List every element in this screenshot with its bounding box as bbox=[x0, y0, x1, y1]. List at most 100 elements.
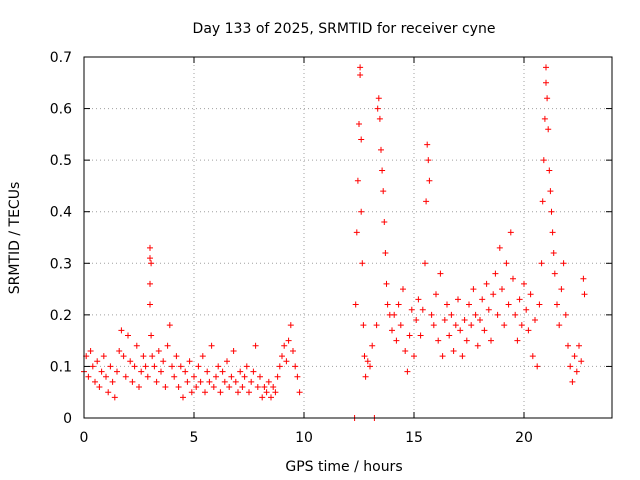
data-point bbox=[424, 141, 431, 148]
data-point bbox=[270, 384, 277, 391]
data-point bbox=[290, 347, 296, 354]
data-point bbox=[230, 347, 237, 354]
data-point bbox=[263, 389, 270, 396]
data-point bbox=[221, 378, 228, 385]
data-point bbox=[153, 378, 160, 385]
data-point bbox=[199, 353, 206, 360]
data-point bbox=[252, 342, 259, 349]
data-point bbox=[357, 72, 364, 79]
data-point bbox=[103, 373, 109, 380]
data-point bbox=[357, 64, 364, 71]
data-point bbox=[384, 301, 391, 308]
data-point bbox=[274, 373, 281, 380]
data-point bbox=[428, 311, 435, 318]
data-point bbox=[382, 249, 389, 256]
data-point bbox=[202, 389, 208, 396]
data-point bbox=[527, 291, 534, 298]
data-point bbox=[294, 373, 301, 380]
data-point bbox=[232, 378, 239, 385]
data-point bbox=[525, 327, 532, 334]
data-point bbox=[556, 322, 563, 329]
x-tick-label: 5 bbox=[190, 430, 199, 446]
y-tick-label: 0 bbox=[63, 411, 72, 427]
data-point bbox=[546, 167, 553, 174]
data-point bbox=[122, 373, 129, 380]
data-point bbox=[243, 363, 250, 370]
data-point bbox=[257, 373, 263, 380]
data-point bbox=[481, 327, 488, 334]
data-point bbox=[408, 306, 415, 313]
y-tick-label: 0.7 bbox=[50, 50, 72, 66]
data-point bbox=[361, 353, 368, 360]
data-point bbox=[177, 363, 184, 370]
data-point bbox=[197, 378, 204, 385]
x-axis-label: GPS time / hours bbox=[285, 459, 402, 475]
data-point bbox=[505, 301, 512, 308]
data-point bbox=[383, 280, 390, 287]
data-point bbox=[180, 394, 186, 401]
data-point bbox=[237, 368, 244, 375]
data-point bbox=[353, 229, 360, 236]
data-point bbox=[213, 373, 219, 380]
data-point bbox=[109, 378, 116, 385]
data-point bbox=[169, 363, 175, 370]
data-point bbox=[296, 389, 303, 396]
data-point bbox=[173, 353, 180, 360]
data-point bbox=[461, 317, 468, 324]
data-point bbox=[477, 317, 483, 324]
data-point bbox=[374, 105, 381, 112]
data-point bbox=[149, 353, 156, 360]
data-point bbox=[373, 322, 380, 329]
data-point bbox=[404, 368, 411, 375]
data-point bbox=[148, 260, 155, 267]
data-point bbox=[433, 291, 439, 298]
data-point bbox=[466, 301, 472, 308]
data-point bbox=[499, 286, 505, 293]
data-point bbox=[448, 311, 455, 318]
data-point bbox=[248, 378, 255, 385]
data-point bbox=[510, 275, 516, 282]
data-point bbox=[411, 353, 417, 360]
data-point bbox=[512, 311, 519, 318]
data-point bbox=[393, 337, 400, 344]
data-point bbox=[166, 322, 173, 329]
data-point bbox=[376, 115, 383, 122]
y-tick-labels: 0 0.1 0.2 0.3 0.4 0.5 0.6 0.7 bbox=[50, 50, 72, 427]
data-point bbox=[558, 286, 565, 293]
data-point bbox=[195, 363, 202, 370]
data-point bbox=[529, 353, 536, 360]
x-tick-labels: 0 5 10 15 20 bbox=[80, 430, 533, 446]
data-point bbox=[534, 363, 541, 370]
data-point bbox=[378, 146, 384, 153]
data-point bbox=[131, 363, 138, 370]
data-point bbox=[358, 208, 365, 215]
data-point bbox=[389, 327, 395, 334]
data-point bbox=[560, 260, 567, 267]
data-point bbox=[210, 384, 217, 391]
data-point bbox=[474, 342, 481, 349]
data-point bbox=[468, 322, 475, 329]
data-point bbox=[496, 244, 503, 251]
data-point bbox=[492, 270, 499, 277]
data-point bbox=[144, 373, 151, 380]
data-point bbox=[543, 64, 549, 71]
data-point bbox=[107, 363, 114, 370]
data-point bbox=[215, 363, 222, 370]
data-point bbox=[98, 368, 105, 375]
data-point bbox=[430, 322, 437, 329]
data-point bbox=[254, 384, 261, 391]
data-point bbox=[547, 188, 554, 195]
data-point bbox=[562, 311, 569, 318]
data-point bbox=[105, 389, 112, 396]
x-tick-label: 10 bbox=[295, 430, 313, 446]
data-point bbox=[426, 177, 433, 184]
data-point bbox=[265, 378, 272, 385]
data-point bbox=[96, 384, 103, 391]
data-point bbox=[450, 347, 457, 354]
data-point bbox=[580, 275, 587, 282]
data-point bbox=[381, 219, 388, 226]
data-point bbox=[206, 378, 213, 385]
data-point bbox=[543, 79, 549, 86]
data-point bbox=[539, 198, 546, 205]
